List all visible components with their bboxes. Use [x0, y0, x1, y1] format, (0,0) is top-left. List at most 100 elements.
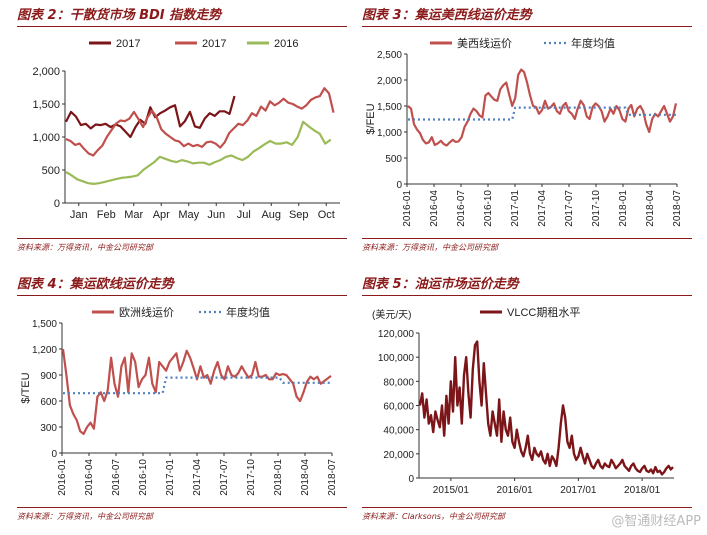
- x-tick-label: Jul: [237, 209, 251, 221]
- y-tick-label: 80,000: [383, 377, 414, 388]
- x-tick-label: 2018-01: [273, 459, 284, 496]
- x-tick-label: 2015/01: [433, 485, 470, 496]
- x-tick-label: 2016-07: [111, 459, 122, 496]
- x-tick-label: 2017-04: [537, 190, 548, 227]
- y-tick-label: 1,500: [32, 99, 60, 111]
- x-tick-label: 2016-07: [456, 190, 467, 227]
- x-tick-label: 2017-04: [192, 459, 203, 496]
- x-tick-label: 2017-01: [510, 190, 521, 227]
- x-tick-label: 2017/01: [560, 485, 597, 496]
- x-tick-label: 2016-10: [138, 459, 149, 496]
- y-axis-label: $/FEU: [365, 103, 377, 134]
- legend-label: 2017: [116, 38, 140, 50]
- europe-chart: 0 300 600 900 1,200 1,500 $/TEU 2016-01 2016-04 2…: [20, 305, 338, 496]
- x-tick-label: Oct: [318, 209, 335, 221]
- y-tick-label: 60,000: [383, 402, 414, 413]
- y-tick-label: 20,000: [383, 450, 414, 461]
- y-tick-label: 1,000: [32, 132, 60, 144]
- x-tick-label: 2017-01: [165, 459, 176, 496]
- x-tick-label: 2018/01: [624, 485, 661, 496]
- x-tick-label: Apr: [153, 209, 170, 221]
- y-axis-label: $/TEU: [20, 372, 32, 403]
- y-tick-label: 1,500: [32, 319, 57, 330]
- x-tick-label: 2016/01: [497, 485, 534, 496]
- y-tick-label: 300: [40, 423, 57, 434]
- x-tick-label: 2017-07: [564, 190, 575, 227]
- source-note: 资料来源：万得资讯，中金公司研究部: [17, 512, 153, 521]
- series-line: [65, 120, 332, 185]
- divider: [17, 295, 347, 296]
- x-tick-label: 2018-07: [672, 190, 683, 227]
- x-tick-label: Jun: [207, 209, 225, 221]
- y-tick-label: 2,000: [377, 76, 402, 87]
- y-tick-label: 2,500: [377, 50, 402, 61]
- x-tick-label: 2018-04: [645, 190, 656, 227]
- bdi-chart: 0 500 1,000 1,500 2,000 Jan Feb Mar Apr May Jun Jul…: [32, 38, 340, 221]
- legend-label: 2016: [274, 38, 298, 50]
- y-tick-label: 0: [408, 474, 414, 485]
- legend-label: 美西线运价: [457, 36, 512, 50]
- y-tick-label: 40,000: [383, 426, 414, 437]
- x-tick-label: 2016-01: [57, 459, 68, 496]
- divider: [17, 238, 347, 239]
- series-line: [65, 95, 236, 139]
- x-tick-label: 2018-01: [618, 190, 629, 227]
- source-note: 资料来源：万得资讯，中金公司研究部: [362, 243, 498, 252]
- y-tick-label: 120,000: [378, 329, 415, 340]
- y-tick-label: 100,000: [378, 353, 415, 364]
- vlcc-chart: 0 20,000 40,000 60,000 80,000 100,000 120,000 (…: [372, 306, 674, 496]
- y-tick-label: 1,000: [377, 128, 402, 139]
- x-tick-label: 2017-10: [246, 459, 257, 496]
- divider: [362, 295, 692, 296]
- y-tick-label: 1,200: [32, 345, 57, 356]
- y-tick-label: 0: [54, 198, 60, 210]
- y-tick-label: 2,000: [32, 66, 60, 78]
- x-tick-label: 2016-04: [84, 459, 95, 496]
- series-line: [63, 376, 331, 395]
- y-tick-label: 1,500: [377, 102, 402, 113]
- y-tick-label: 0: [396, 180, 402, 191]
- divider: [362, 238, 692, 239]
- x-tick-label: 2018-07: [327, 459, 338, 496]
- x-tick-label: 2017-07: [219, 459, 230, 496]
- y-tick-label: 500: [385, 154, 402, 165]
- x-tick-label: 2016-10: [483, 190, 494, 227]
- legend-label: 年度均值: [571, 36, 615, 50]
- panel-title: 图表 5：油运市场运价走势: [362, 277, 519, 292]
- x-tick-label: 2018-04: [300, 459, 311, 496]
- series-line: [65, 87, 335, 157]
- series-line: [61, 348, 332, 435]
- panel-us-west: 图表 3：集运美西线运价走势 0 500 1,000 1,500 2,000 2,500 $…: [362, 4, 692, 259]
- x-tick-label: Jan: [70, 209, 88, 221]
- panel-europe: 图表 4：集运欧线运价走势 0 300 600 900 1,200 1,500 $/TEU 2…: [17, 273, 347, 528]
- panel-title: 图表 4：集运欧线运价走势: [17, 277, 174, 292]
- x-tick-label: Feb: [97, 209, 116, 221]
- series-line: [407, 68, 678, 147]
- x-tick-label: 2016-04: [429, 190, 440, 227]
- divider: [362, 26, 692, 27]
- divider: [17, 26, 347, 27]
- series-line: [418, 340, 674, 476]
- panel-vlcc: 图表 5：油运市场运价走势 0 20,000 40,000 60,000 80,000 1…: [362, 273, 692, 528]
- x-tick-label: Aug: [261, 209, 281, 221]
- y-tick-label: 600: [40, 397, 57, 408]
- y-tick-label: 0: [51, 449, 57, 460]
- x-tick-label: 2016-01: [402, 190, 413, 227]
- x-tick-label: 2017-10: [591, 190, 602, 227]
- watermark: @智通财经APP: [611, 514, 701, 529]
- divider: [362, 507, 692, 508]
- legend-label: 年度均值: [226, 305, 270, 319]
- legend-label: VLCC期租水平: [507, 306, 580, 319]
- panel-title: 图表 3：集运美西线运价走势: [362, 8, 532, 23]
- us-west-chart: 0 500 1,000 1,500 2,000 2,500 $/FEU 2016-01 2016…: [365, 36, 683, 227]
- x-tick-label: Mar: [124, 209, 143, 221]
- y-axis-label: (美元/天): [372, 308, 411, 321]
- source-note: 资料来源：万得资讯，中金公司研究部: [17, 243, 153, 252]
- x-tick-label: Sep: [289, 209, 309, 221]
- panel-bdi: 图表 2：干散货市场 BDI 指数走势 0 500 1,000 1,500 2,000 J…: [17, 4, 347, 259]
- panel-title: 图表 2：干散货市场 BDI 指数走势: [17, 8, 222, 23]
- x-tick-label: May: [178, 209, 199, 221]
- source-note: 资料来源：Clarksons，中金公司研究部: [362, 512, 505, 521]
- legend-label: 2017: [202, 38, 226, 50]
- divider: [17, 507, 347, 508]
